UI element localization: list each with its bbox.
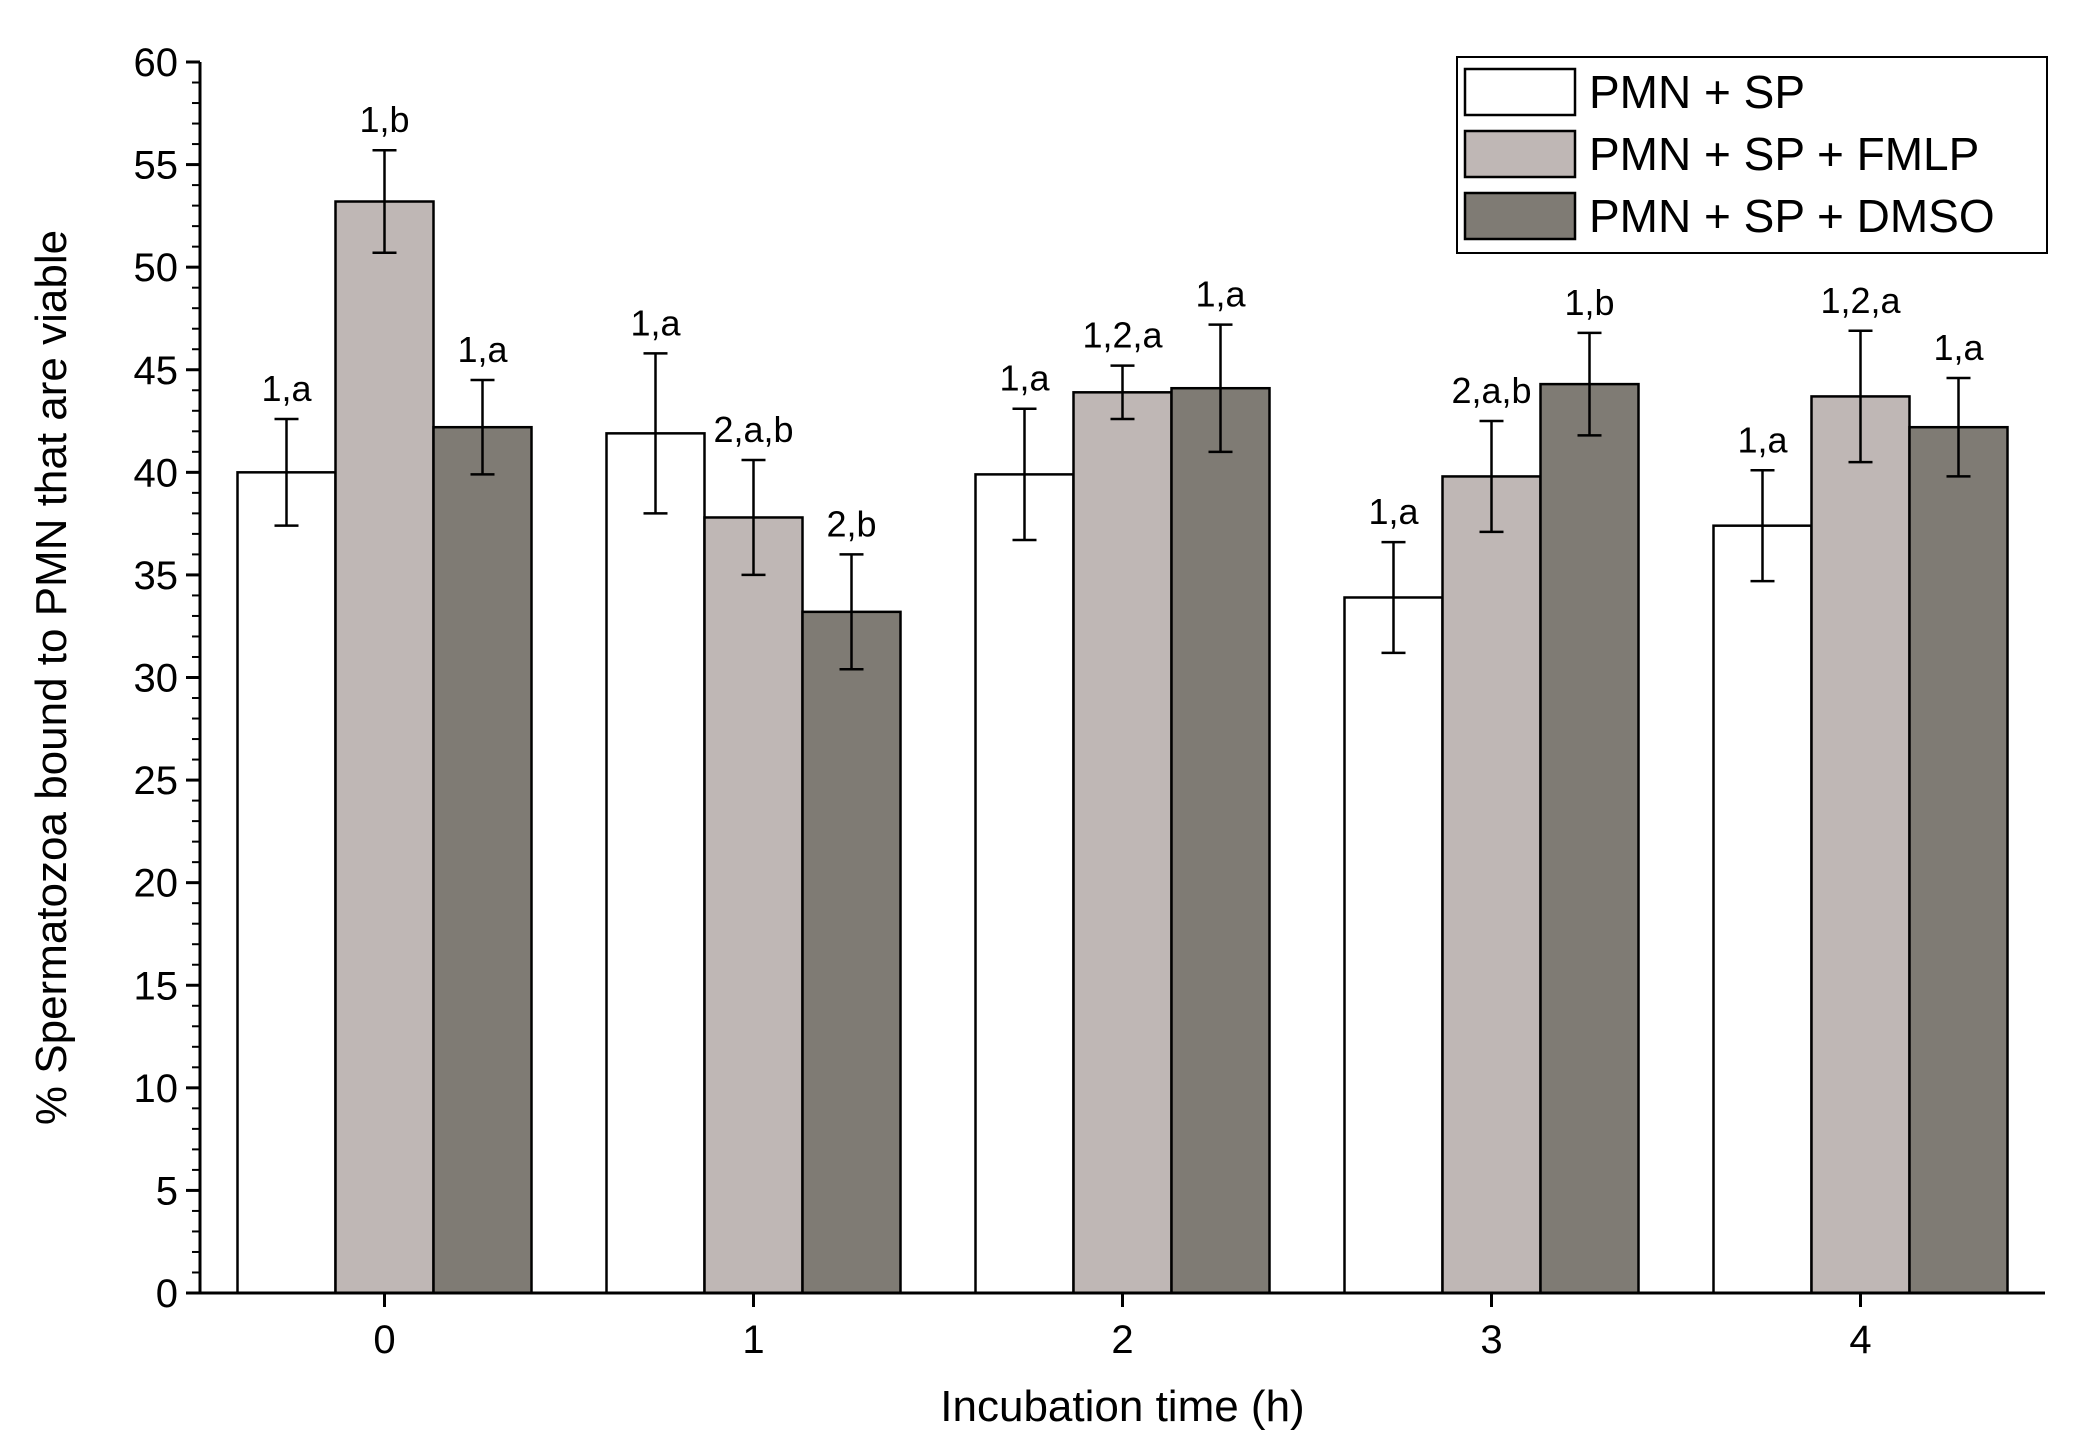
legend-swatch	[1463, 129, 1577, 179]
data-label: 1,a	[1195, 274, 1246, 315]
x-category-label: 0	[373, 1318, 395, 1362]
bar	[1343, 596, 1444, 1295]
bars	[236, 148, 2009, 1295]
bar	[703, 516, 804, 1295]
bar	[1441, 475, 1542, 1295]
bar	[801, 610, 902, 1295]
data-label: 2,a,b	[1451, 370, 1531, 411]
x-category-label: 4	[1849, 1318, 1871, 1362]
y-tick-label: 25	[134, 759, 179, 803]
x-axis-categories: 0 1 2 3 4	[373, 1293, 1872, 1362]
bar	[334, 200, 435, 1295]
bar	[1810, 395, 1911, 1295]
legend-label: PMN + SP + DMSO	[1589, 190, 1995, 242]
x-category-label: 3	[1480, 1318, 1502, 1362]
data-label: 1,a	[1368, 491, 1419, 532]
y-tick-label: 5	[156, 1169, 178, 1213]
y-tick-label: 15	[134, 964, 179, 1008]
y-axis-ticks: 0 5 10 15 20 25 30 35 40 45 50 55 60	[134, 41, 200, 1316]
y-tick-label: 50	[134, 246, 179, 290]
data-label: 1,b	[1564, 282, 1614, 323]
data-label: 1,a	[630, 302, 681, 343]
x-axis-title: Incubation time (h)	[940, 1382, 1304, 1431]
bar	[432, 425, 533, 1295]
y-tick-label: 45	[134, 349, 179, 393]
y-tick-label: 10	[134, 1067, 179, 1111]
data-label: 1,a	[999, 358, 1050, 399]
bar	[974, 473, 1075, 1295]
legend-label: PMN + SP + FMLP	[1589, 128, 1979, 180]
data-labels: 1,a 1,b 1,a 1,a 2,a,b 2,b 1,a 1,2,a 1,a 1,a 2,a,b 1…	[261, 99, 1984, 544]
bar	[1072, 391, 1173, 1295]
legend: PMN + SP PMN + SP + FMLP PMN + SP + DMSO	[1456, 56, 2048, 254]
data-label: 1,a	[457, 329, 508, 370]
data-label: 1,a	[1737, 419, 1788, 460]
y-tick-label: 30	[134, 657, 179, 701]
data-label: 1,a	[1933, 327, 1984, 368]
y-tick-label: 35	[134, 554, 179, 598]
legend-label: PMN + SP	[1589, 66, 1805, 118]
data-label: 1,2,a	[1820, 280, 1901, 321]
bar	[1170, 386, 1271, 1295]
x-category-label: 1	[742, 1318, 764, 1362]
legend-swatch	[1463, 67, 1577, 117]
bar	[236, 471, 337, 1295]
legend-swatch	[1463, 191, 1577, 241]
y-tick-label: 20	[134, 862, 179, 906]
data-label: 1,b	[359, 99, 409, 140]
x-category-label: 2	[1111, 1318, 1133, 1362]
bar	[1539, 382, 1640, 1295]
y-tick-label: 60	[134, 41, 179, 85]
y-tick-label: 55	[134, 144, 179, 188]
bar	[1712, 524, 1813, 1295]
data-label: 2,a,b	[713, 409, 793, 450]
data-label: 2,b	[826, 503, 876, 544]
data-label: 1,a	[261, 368, 312, 409]
data-label: 1,2,a	[1082, 315, 1163, 356]
y-tick-label: 0	[156, 1272, 178, 1316]
y-tick-label: 40	[134, 451, 179, 495]
bar	[1908, 425, 2009, 1295]
y-axis-title: % Spermatozoa bound to PMN that are viab…	[27, 230, 76, 1125]
bar	[605, 432, 706, 1295]
